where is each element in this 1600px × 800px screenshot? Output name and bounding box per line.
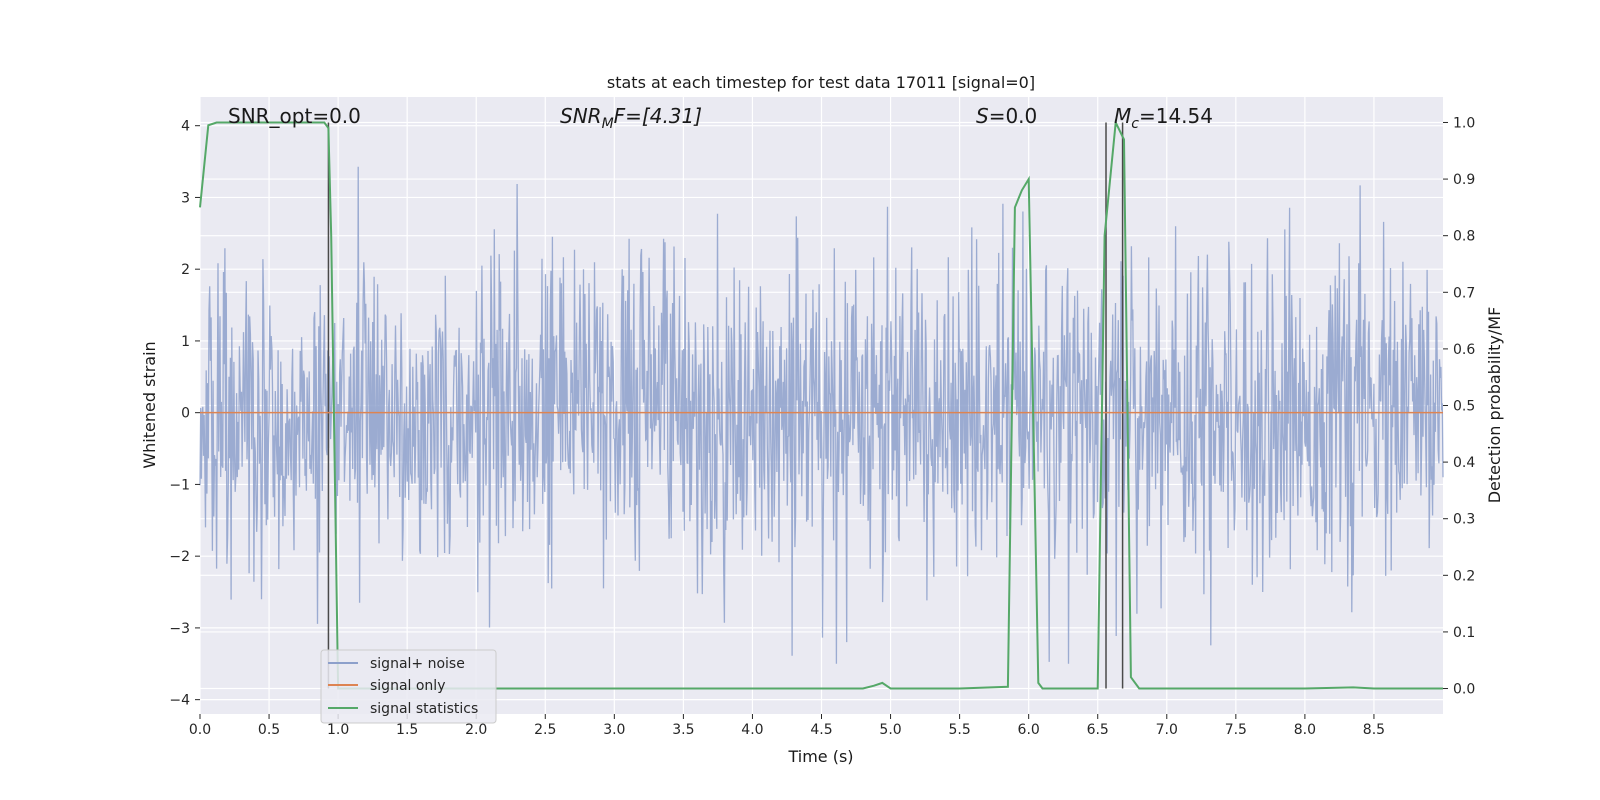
signal-noise-line bbox=[199, 166, 1444, 664]
legend: signal+ noise signal only signal statist… bbox=[320, 649, 497, 724]
x-tick-label: 4.5 bbox=[810, 722, 832, 738]
x-tick-label: 2.0 bbox=[465, 722, 487, 738]
y2-tick-label: 0.5 bbox=[1453, 399, 1475, 415]
y-axis-ticks: 4 3 2 1 0 −1 −2 −3 −4 bbox=[169, 119, 200, 709]
x-tick-label: 8.0 bbox=[1294, 722, 1316, 738]
x-tick-label: 0.0 bbox=[189, 722, 211, 738]
grid bbox=[199, 97, 1443, 714]
signal-noise-series bbox=[199, 166, 1444, 664]
annotation-s: S=0.0 bbox=[976, 104, 1037, 128]
annotation-s-var: S bbox=[976, 104, 989, 128]
y2-tick-label: 0.1 bbox=[1453, 625, 1475, 641]
y2-axis-label: Detection probability/MF bbox=[1485, 307, 1504, 504]
x-tick-label: 3.0 bbox=[603, 722, 625, 738]
x-tick-label: 5.5 bbox=[948, 722, 970, 738]
chart-title: stats at each timestep for test data 170… bbox=[607, 73, 1035, 92]
annotation-snr-mf-sub: M bbox=[602, 116, 614, 132]
x-axis-label: Time (s) bbox=[787, 747, 853, 766]
x-tick-label: 1.0 bbox=[327, 722, 349, 738]
annotation-snr-opt: SNR_opt=0.0 bbox=[228, 104, 361, 128]
y-tick-label: −1 bbox=[169, 477, 190, 493]
signal-statistics-series bbox=[199, 118, 1443, 690]
y-tick-label: −4 bbox=[169, 693, 190, 709]
x-tick-label: 4.0 bbox=[741, 722, 763, 738]
x-tick-label: 7.0 bbox=[1156, 722, 1178, 738]
y-tick-label: 2 bbox=[181, 262, 190, 278]
signal-statistics-line bbox=[199, 118, 1443, 690]
y2-tick-label: 0.7 bbox=[1453, 285, 1475, 301]
y-tick-label: −3 bbox=[169, 621, 190, 637]
y-tick-label: 4 bbox=[181, 119, 190, 135]
y2-tick-label: 0.0 bbox=[1453, 682, 1475, 698]
x-tick-label: 8.5 bbox=[1363, 722, 1385, 738]
y2-tick-label: 1.0 bbox=[1453, 115, 1475, 131]
x-tick-label: 7.5 bbox=[1225, 722, 1247, 738]
legend-label-signal-only: signal only bbox=[370, 678, 445, 694]
y-axis-label: Whitened strain bbox=[140, 341, 159, 468]
y-tick-label: 0 bbox=[181, 406, 190, 422]
annotation-mc-value: =14.54 bbox=[1139, 104, 1213, 128]
x-axis-ticks: 0.0 0.5 1.0 1.5 2.0 2.5 3.0 3.5 4.0 4.5 5.0 5.5 6.0 6… bbox=[189, 714, 1385, 738]
y2-tick-label: 0.2 bbox=[1453, 568, 1475, 584]
y2-tick-label: 0.6 bbox=[1453, 342, 1475, 358]
y2-tick-label: 0.9 bbox=[1453, 172, 1475, 188]
annotation-snr-mf-value: F=[4.31] bbox=[614, 104, 702, 128]
x-tick-label: 3.5 bbox=[672, 722, 694, 738]
legend-box bbox=[320, 649, 497, 724]
x-tick-label: 6.5 bbox=[1087, 722, 1109, 738]
annotation-snr-mf: SNRMF=[4.31] bbox=[560, 104, 702, 132]
legend-label-signal-statistics: signal statistics bbox=[370, 701, 478, 717]
annotation-mc-var: M bbox=[1114, 104, 1131, 128]
x-tick-label: 2.5 bbox=[534, 722, 556, 738]
y-tick-label: 3 bbox=[181, 190, 190, 206]
x-tick-label: 5.0 bbox=[879, 722, 901, 738]
legend-label-signal-noise: signal+ noise bbox=[370, 656, 465, 672]
x-tick-label: 1.5 bbox=[396, 722, 418, 738]
x-tick-label: 0.5 bbox=[258, 722, 280, 738]
y-tick-label: 1 bbox=[181, 334, 190, 350]
y2-tick-label: 0.3 bbox=[1453, 512, 1475, 528]
annotation-mc: Mc=14.54 bbox=[1114, 104, 1213, 132]
y-tick-label: −2 bbox=[169, 549, 190, 565]
annotation-mc-sub: c bbox=[1131, 116, 1139, 132]
y2-tick-label: 0.8 bbox=[1453, 229, 1475, 245]
y2-axis-ticks: 1.0 0.9 0.8 0.7 0.6 0.5 0.4 0.3 0.2 0.1 0.0 bbox=[1443, 115, 1475, 698]
y2-tick-label: 0.4 bbox=[1453, 455, 1475, 471]
x-tick-label: 6.0 bbox=[1018, 722, 1040, 738]
annotation-s-value: =0.0 bbox=[989, 104, 1038, 128]
annotation-snr-mf-var: SNR bbox=[560, 104, 602, 128]
